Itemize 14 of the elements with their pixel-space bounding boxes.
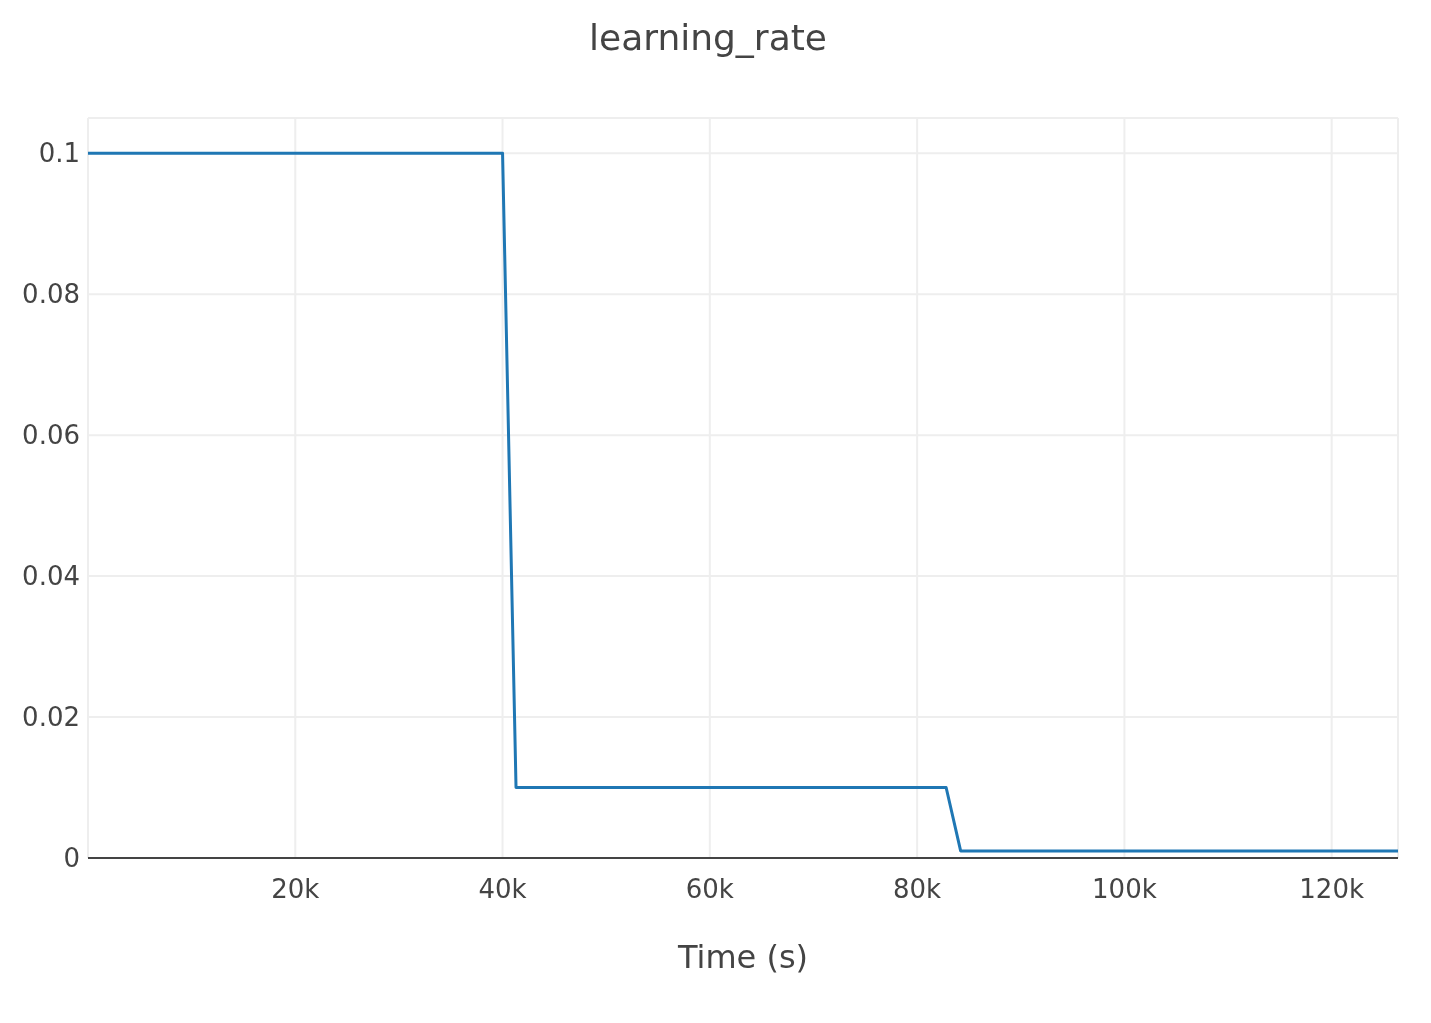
y-tick-label: 0.08: [22, 279, 80, 310]
y-tick-label: 0.1: [38, 138, 80, 169]
y-tick-label: 0.06: [22, 420, 80, 451]
chart-title: learning_rate: [588, 16, 828, 60]
x-axis-title: Time (s): [676, 938, 809, 976]
y-tick-label: 0.02: [22, 702, 80, 733]
x-tick-label: 60k: [685, 874, 734, 905]
x-tick-label: 120k: [1299, 874, 1365, 905]
y-tick-label: 0: [63, 843, 80, 874]
x-tick-label: 80k: [893, 874, 942, 905]
y-tick-label: 0.04: [22, 561, 80, 592]
x-tick-label: 40k: [478, 874, 527, 905]
x-tick-label: 20k: [271, 874, 320, 905]
x-tick-label: 100k: [1092, 874, 1157, 905]
